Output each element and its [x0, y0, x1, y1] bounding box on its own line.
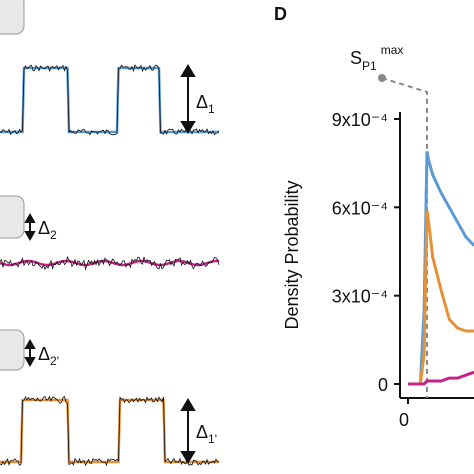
- trace-noise: [0, 255, 220, 271]
- arrows: [24, 64, 196, 464]
- y-tick-label: 0: [378, 375, 388, 395]
- series-line: [408, 370, 474, 386]
- trace: [0, 66, 219, 134]
- panel-label: D: [274, 4, 287, 24]
- y-tick-label: 6x10⁻⁴: [332, 198, 388, 218]
- delta-label: Δ1: [196, 92, 215, 116]
- delta-label: Δ2: [38, 218, 57, 242]
- y-axis-label: Density Probability: [282, 180, 302, 329]
- plot: 0 3x10⁻⁴ 6x10⁻⁴ 9x10⁻⁴ 0: [332, 74, 474, 430]
- x-tick-label: 0: [399, 410, 409, 430]
- delta-label: Δ2': [38, 344, 59, 368]
- reference-dot: [378, 74, 386, 82]
- y-tick-label: 9x10⁻⁴: [332, 110, 388, 130]
- inset: [0, 195, 25, 239]
- annotation: SP1max: [350, 43, 403, 73]
- series-line: [408, 151, 474, 386]
- trace-noise: [0, 64, 220, 136]
- delta-label: Δ1': [196, 422, 217, 446]
- trace-noise: [0, 395, 220, 467]
- y-tick-label: 3x10⁻⁴: [332, 287, 388, 307]
- inset: [0, 0, 25, 35]
- inset: [0, 329, 25, 371]
- traces: [0, 64, 220, 467]
- reference-line: [381, 77, 428, 398]
